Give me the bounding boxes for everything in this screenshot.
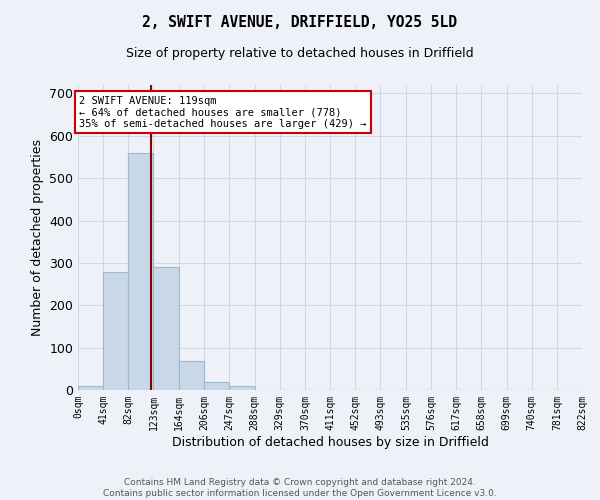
Bar bbox=[128, 153, 154, 390]
Bar bbox=[179, 361, 205, 390]
Text: 2, SWIFT AVENUE, DRIFFIELD, YO25 5LD: 2, SWIFT AVENUE, DRIFFIELD, YO25 5LD bbox=[143, 15, 458, 30]
Text: Contains HM Land Registry data © Crown copyright and database right 2024.
Contai: Contains HM Land Registry data © Crown c… bbox=[103, 478, 497, 498]
X-axis label: Distribution of detached houses by size in Driffield: Distribution of detached houses by size … bbox=[172, 436, 488, 448]
Bar bbox=[154, 267, 179, 390]
Text: Size of property relative to detached houses in Driffield: Size of property relative to detached ho… bbox=[126, 48, 474, 60]
Bar bbox=[229, 386, 254, 390]
Bar bbox=[103, 272, 128, 390]
Bar bbox=[205, 382, 229, 390]
Text: 2 SWIFT AVENUE: 119sqm
← 64% of detached houses are smaller (778)
35% of semi-de: 2 SWIFT AVENUE: 119sqm ← 64% of detached… bbox=[79, 96, 367, 129]
Y-axis label: Number of detached properties: Number of detached properties bbox=[31, 139, 44, 336]
Bar bbox=[78, 386, 103, 390]
